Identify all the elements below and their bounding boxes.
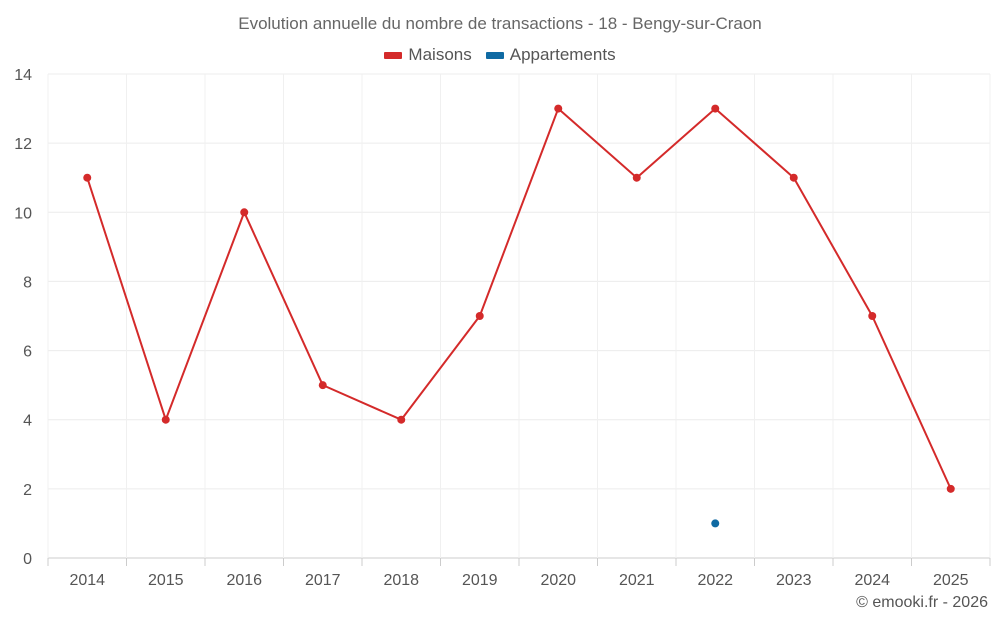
chart-title: Evolution annuelle du nombre de transact… <box>238 14 762 33</box>
legend-label-appartements: Appartements <box>509 45 616 64</box>
data-point-maisons <box>632 173 641 182</box>
y-tick-label: 8 <box>23 274 32 291</box>
data-point-maisons <box>475 312 484 320</box>
data-point-maisons <box>946 484 955 493</box>
y-tick-label: 2 <box>23 482 32 499</box>
x-tick-label: 2019 <box>462 572 498 589</box>
y-tick-label: 0 <box>23 551 32 568</box>
data-point-maisons <box>789 173 798 182</box>
data-point-maisons <box>554 104 563 113</box>
data-point-appartements <box>711 519 720 528</box>
data-point-maisons <box>161 415 170 424</box>
x-tick-label: 2015 <box>148 572 184 589</box>
y-tick-label: 10 <box>14 205 32 222</box>
series-line-maisons <box>86 107 952 490</box>
legend-swatch-maisons <box>384 51 403 59</box>
y-tick-label: 6 <box>23 344 32 361</box>
legend: Maisons Appartements <box>0 45 1000 65</box>
data-point-maisons <box>240 208 249 217</box>
data-point-maisons <box>868 312 877 320</box>
legend-label-maisons: Maisons <box>408 45 472 64</box>
x-tick-label: 2014 <box>69 572 105 589</box>
x-tick-label: 2018 <box>383 572 419 589</box>
data-point-maisons <box>83 173 92 182</box>
data-point-maisons <box>318 381 327 390</box>
y-tick-label: 12 <box>14 136 32 153</box>
x-tick-label: 2017 <box>305 572 341 589</box>
x-tick-label: 2020 <box>540 572 576 589</box>
data-point-maisons <box>711 104 720 113</box>
data-point-maisons <box>397 415 406 424</box>
x-tick-label: 2024 <box>854 572 890 589</box>
legend-item-maisons[interactable]: Maisons <box>384 45 472 65</box>
legend-item-appartements[interactable]: Appartements <box>485 45 616 65</box>
x-tick-label: 2021 <box>619 572 655 589</box>
legend-swatch-appartements <box>485 51 504 59</box>
x-tick-label: 2016 <box>226 572 262 589</box>
credit-text: © emooki.fr - 2026 <box>856 594 988 611</box>
y-tick-label: 14 <box>14 67 32 84</box>
y-tick-label: 4 <box>23 413 32 430</box>
x-tick-label: 2022 <box>697 572 733 589</box>
x-tick-label: 2023 <box>776 572 812 589</box>
x-tick-label: 2025 <box>933 572 969 589</box>
